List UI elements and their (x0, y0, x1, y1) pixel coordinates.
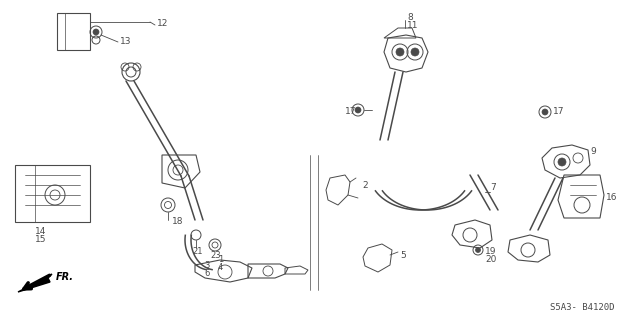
Text: FR.: FR. (56, 272, 74, 282)
Polygon shape (18, 274, 52, 292)
Text: 3: 3 (204, 261, 209, 270)
Text: 21: 21 (192, 248, 202, 256)
Text: 11: 11 (407, 21, 419, 31)
Circle shape (558, 158, 566, 166)
Text: 8: 8 (407, 13, 413, 23)
Text: 5: 5 (400, 250, 406, 259)
Circle shape (411, 48, 419, 56)
Circle shape (93, 29, 99, 35)
Circle shape (476, 248, 481, 253)
Circle shape (355, 107, 361, 113)
Text: 16: 16 (606, 194, 618, 203)
Text: 4: 4 (218, 263, 223, 272)
Text: 6: 6 (204, 269, 209, 278)
Circle shape (396, 48, 404, 56)
Text: 14: 14 (35, 226, 46, 235)
Text: 17: 17 (345, 108, 356, 116)
Text: 23: 23 (210, 250, 221, 259)
Text: 7: 7 (490, 183, 496, 192)
Text: 1: 1 (218, 256, 223, 264)
Text: 13: 13 (120, 38, 131, 47)
Text: 17: 17 (553, 108, 564, 116)
Text: 12: 12 (157, 19, 168, 28)
Text: 9: 9 (590, 147, 596, 157)
Text: S5A3- B4120D: S5A3- B4120D (550, 303, 614, 313)
Circle shape (542, 109, 548, 115)
Text: 19: 19 (485, 248, 497, 256)
Text: 15: 15 (35, 235, 47, 244)
Text: 2: 2 (362, 181, 367, 189)
Text: 20: 20 (485, 256, 497, 264)
Text: 18: 18 (172, 218, 184, 226)
